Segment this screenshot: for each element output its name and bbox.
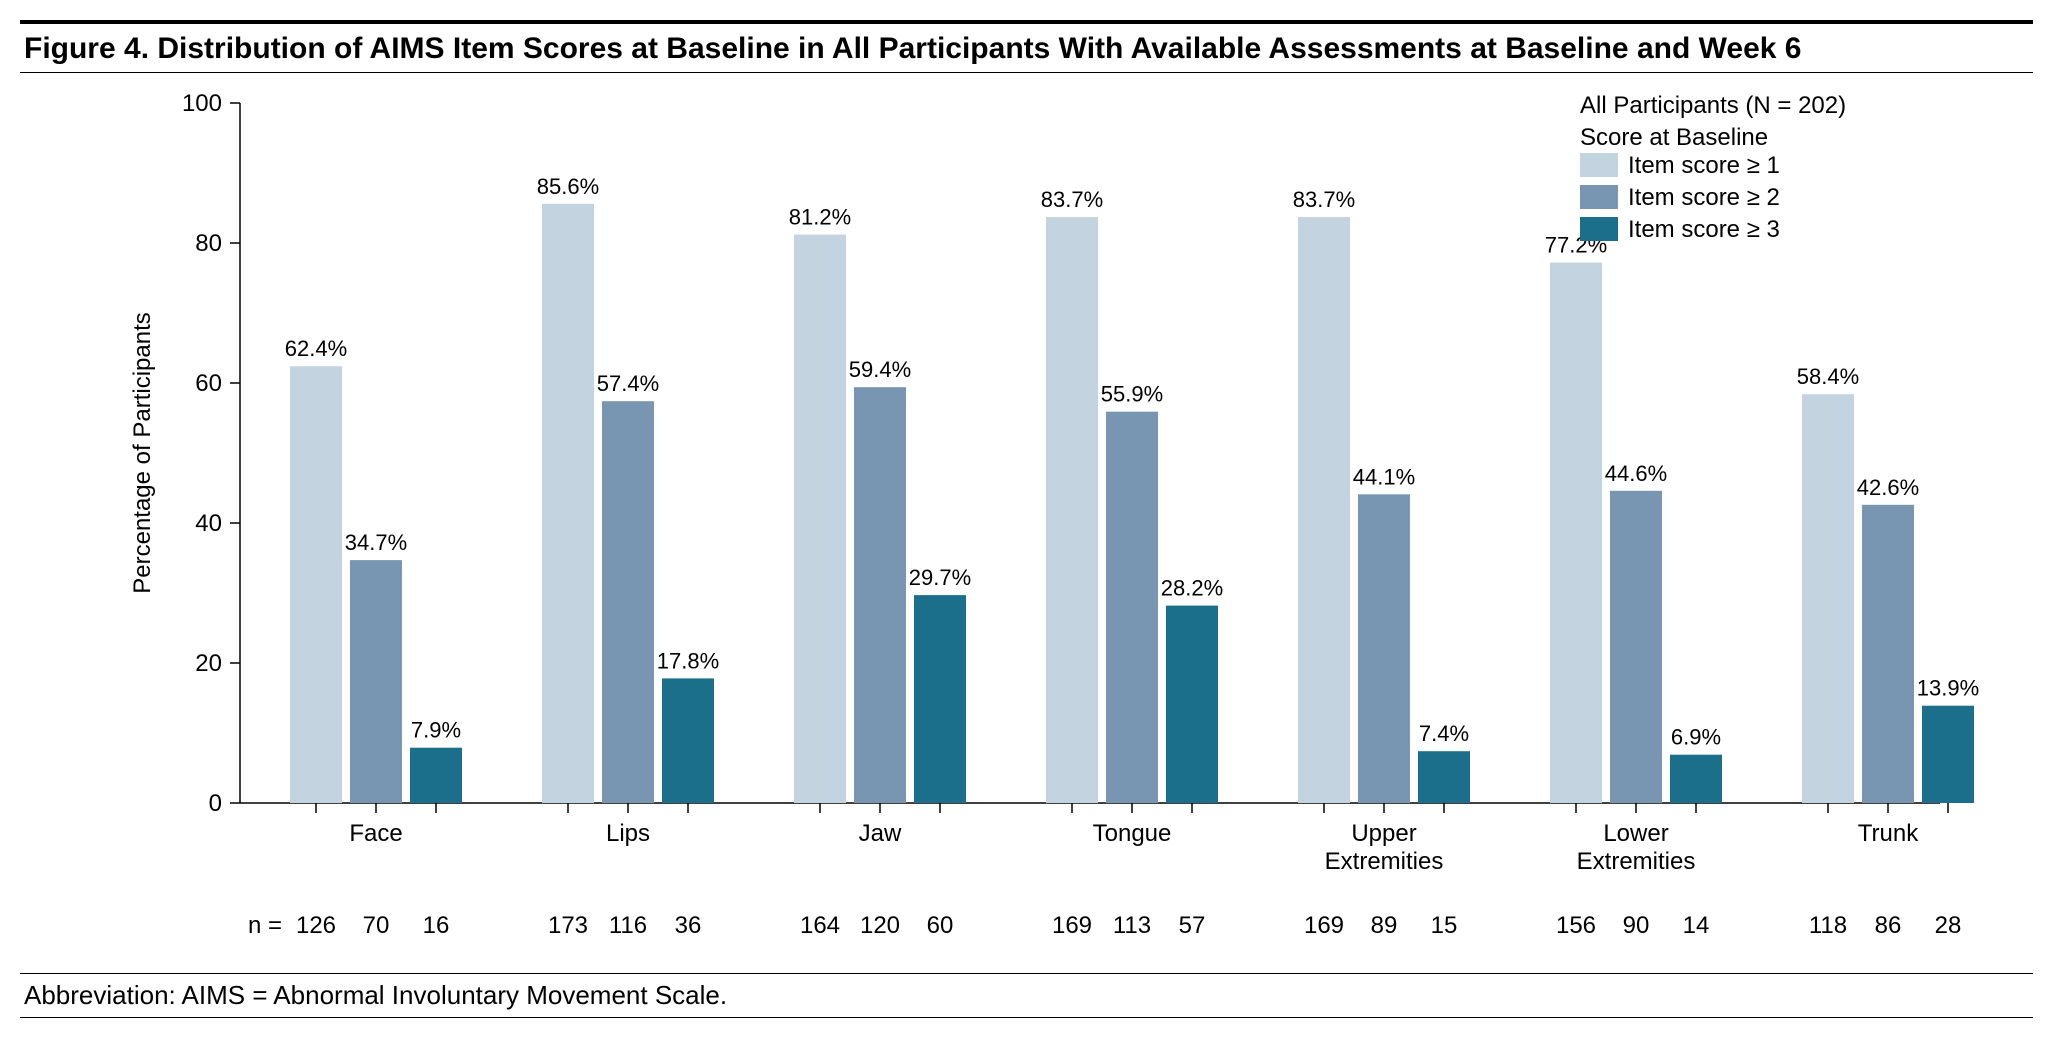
svg-text:20: 20	[195, 650, 222, 677]
svg-text:60: 60	[195, 370, 222, 397]
svg-text:118: 118	[1809, 912, 1847, 939]
svg-text:83.7%: 83.7%	[1293, 187, 1355, 212]
svg-text:90: 90	[1623, 912, 1650, 939]
svg-text:113: 113	[1113, 912, 1151, 939]
svg-text:Trunk: Trunk	[1858, 820, 1919, 847]
bar-chart: 0 20 40 60 80 100 Percentage of Participants 62…	[20, 93, 2033, 973]
figure-container: Figure 4. Distribution of AIMS Item Scor…	[20, 20, 2033, 1018]
svg-text:44.6%: 44.6%	[1605, 461, 1667, 486]
svg-text:81.2%: 81.2%	[789, 205, 851, 230]
svg-text:15: 15	[1431, 912, 1458, 939]
svg-text:60: 60	[927, 912, 954, 939]
svg-text:28: 28	[1935, 912, 1962, 939]
svg-text:Face: Face	[349, 820, 402, 847]
svg-text:7.9%: 7.9%	[411, 718, 461, 743]
svg-text:Item score ≥ 1: Item score ≥ 1	[1628, 152, 1780, 179]
svg-text:173: 173	[548, 912, 588, 939]
svg-text:58.4%: 58.4%	[1797, 364, 1859, 389]
svg-text:116: 116	[609, 912, 647, 939]
svg-text:34.7%: 34.7%	[345, 530, 407, 555]
svg-text:Jaw: Jaw	[859, 820, 902, 847]
figure-title: Figure 4. Distribution of AIMS Item Scor…	[20, 24, 2033, 73]
svg-text:UpperExtremities: UpperExtremities	[1325, 820, 1444, 875]
svg-text:14: 14	[1683, 912, 1710, 939]
svg-text:55.9%: 55.9%	[1101, 382, 1163, 407]
svg-text:Tongue: Tongue	[1093, 820, 1172, 847]
svg-text:83.7%: 83.7%	[1041, 187, 1103, 212]
svg-text:70: 70	[363, 912, 390, 939]
svg-text:44.1%: 44.1%	[1353, 464, 1415, 489]
svg-text:Item score ≥ 2: Item score ≥ 2	[1628, 184, 1780, 211]
svg-text:169: 169	[1052, 912, 1092, 939]
svg-text:7.4%: 7.4%	[1419, 721, 1469, 746]
svg-text:Percentage of Participants: Percentage of Participants	[129, 312, 156, 594]
svg-text:n =: n =	[248, 912, 282, 939]
svg-text:Score at Baseline: Score at Baseline	[1580, 124, 1768, 151]
svg-text:All Participants (N = 202): All Participants (N = 202)	[1580, 93, 1846, 119]
svg-text:100: 100	[182, 93, 222, 117]
svg-text:29.7%: 29.7%	[909, 565, 971, 590]
svg-text:89: 89	[1371, 912, 1398, 939]
svg-text:16: 16	[423, 912, 450, 939]
svg-text:164: 164	[800, 912, 840, 939]
svg-text:57: 57	[1179, 912, 1206, 939]
svg-text:86: 86	[1875, 912, 1902, 939]
svg-text:Item score ≥ 3: Item score ≥ 3	[1628, 216, 1780, 243]
svg-text:28.2%: 28.2%	[1161, 576, 1223, 601]
svg-text:169: 169	[1304, 912, 1344, 939]
svg-text:57.4%: 57.4%	[597, 371, 659, 396]
svg-text:LowerExtremities: LowerExtremities	[1577, 820, 1696, 875]
svg-text:Lips: Lips	[606, 820, 650, 847]
chart-area: 0 20 40 60 80 100 Percentage of Participants 62…	[20, 73, 2033, 973]
svg-text:80: 80	[195, 230, 222, 257]
svg-text:42.6%: 42.6%	[1857, 475, 1919, 500]
svg-text:156: 156	[1556, 912, 1596, 939]
svg-text:40: 40	[195, 510, 222, 537]
svg-text:0: 0	[209, 790, 222, 817]
svg-text:36: 36	[675, 912, 702, 939]
svg-text:120: 120	[860, 912, 900, 939]
svg-text:59.4%: 59.4%	[849, 357, 911, 382]
svg-text:62.4%: 62.4%	[285, 336, 347, 361]
svg-text:126: 126	[296, 912, 336, 939]
svg-text:6.9%: 6.9%	[1671, 725, 1721, 750]
svg-text:13.9%: 13.9%	[1917, 676, 1979, 701]
svg-text:85.6%: 85.6%	[537, 174, 599, 199]
svg-text:17.8%: 17.8%	[657, 648, 719, 673]
